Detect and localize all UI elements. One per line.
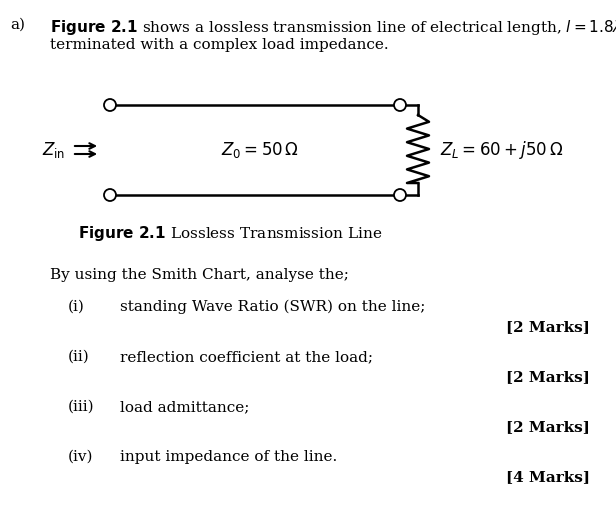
Text: reflection coefficient at the load;: reflection coefficient at the load;: [120, 350, 373, 364]
Text: (iii): (iii): [68, 400, 95, 414]
Text: [2 Marks]: [2 Marks]: [506, 320, 590, 334]
Circle shape: [104, 99, 116, 111]
Text: By using the Smith Chart, analyse the;: By using the Smith Chart, analyse the;: [50, 268, 349, 282]
Circle shape: [394, 189, 406, 201]
Text: load admittance;: load admittance;: [120, 400, 249, 414]
Text: $Z_{\mathrm{in}}$: $Z_{\mathrm{in}}$: [42, 140, 65, 160]
Text: (ii): (ii): [68, 350, 90, 364]
Text: terminated with a complex load impedance.: terminated with a complex load impedance…: [50, 38, 389, 52]
Text: $\bf{Figure\ 2.1}$ shows a lossless transmission line of electrical length, $l =: $\bf{Figure\ 2.1}$ shows a lossless tran…: [50, 18, 616, 37]
Text: a): a): [10, 18, 25, 32]
Text: $\bf{Figure\ 2.1}$ Lossless Transmission Line: $\bf{Figure\ 2.1}$ Lossless Transmission…: [78, 224, 382, 243]
Text: $Z_0 = 50\,\Omega$: $Z_0 = 50\,\Omega$: [221, 140, 299, 160]
Text: $Z_L = 60 + j50\,\Omega$: $Z_L = 60 + j50\,\Omega$: [440, 139, 563, 161]
Circle shape: [104, 189, 116, 201]
Text: [2 Marks]: [2 Marks]: [506, 420, 590, 434]
Text: [4 Marks]: [4 Marks]: [506, 470, 590, 484]
Text: input impedance of the line.: input impedance of the line.: [120, 450, 337, 464]
Text: standing Wave Ratio (SWR) on the line;: standing Wave Ratio (SWR) on the line;: [120, 300, 426, 314]
Circle shape: [394, 99, 406, 111]
Text: (iv): (iv): [68, 450, 94, 464]
Text: [2 Marks]: [2 Marks]: [506, 370, 590, 384]
Text: (i): (i): [68, 300, 85, 314]
